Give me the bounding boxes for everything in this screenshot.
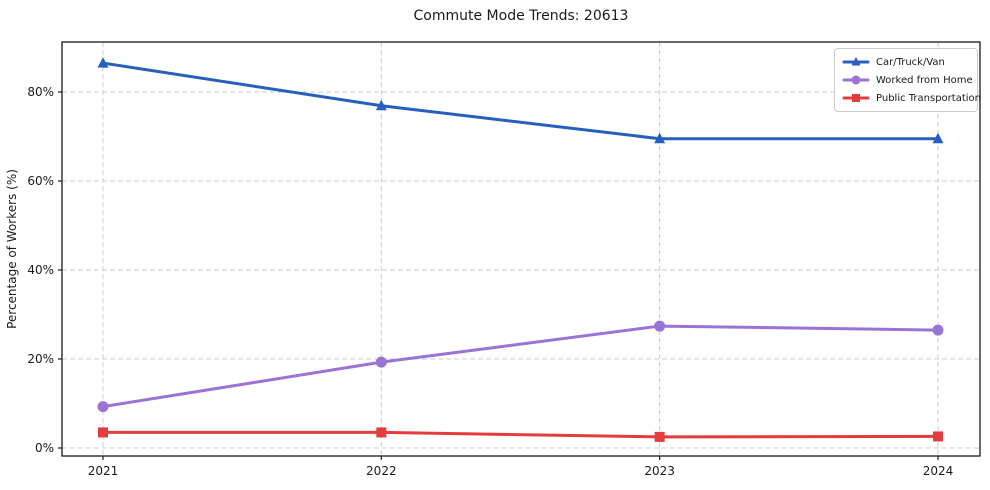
legend-label: Public Transportation xyxy=(876,92,981,104)
legend-item-public-transportation: Public Transportation xyxy=(842,90,981,106)
plot-frame xyxy=(61,41,981,457)
data-point-triangle xyxy=(654,132,666,144)
legend-line-sample xyxy=(842,94,870,102)
series-line xyxy=(101,324,940,409)
legend-item-worked-from-home: Worked from Home xyxy=(842,72,973,88)
data-point-circle xyxy=(97,401,109,413)
series-line xyxy=(101,430,940,439)
data-point-square xyxy=(376,427,387,438)
y-tick-label: 60% xyxy=(27,174,54,188)
chart-title: Commute Mode Trends: 20613 xyxy=(413,8,629,24)
series-line xyxy=(101,61,940,141)
data-point-triangle xyxy=(851,57,861,66)
data-point-circle xyxy=(654,320,666,332)
x-tick-label: 2021 xyxy=(88,464,119,478)
data-point-square xyxy=(852,94,860,102)
y-tick-label: 40% xyxy=(27,263,54,277)
legend: Car/Truck/Van Worked from Home Public Tr… xyxy=(834,48,981,112)
y-tick-label: 20% xyxy=(27,352,54,366)
data-point-triangle xyxy=(375,99,387,111)
y-axis-label: Percentage of Workers (%) xyxy=(5,169,19,329)
data-point-circle xyxy=(375,356,387,368)
legend-line-sample xyxy=(842,75,870,85)
legend-label: Car/Truck/Van xyxy=(876,56,945,68)
x-tick-label: 2023 xyxy=(644,464,675,478)
legend-item-car-truck-van: Car/Truck/Van xyxy=(842,54,970,70)
legend-label: Worked from Home xyxy=(876,74,973,86)
data-point-triangle xyxy=(932,132,944,144)
data-point-circle xyxy=(851,75,861,85)
data-point-square xyxy=(98,427,108,438)
data-point-square xyxy=(654,431,665,442)
y-tick-label: 0% xyxy=(35,441,54,455)
y-tick-label: 80% xyxy=(27,85,54,99)
x-tick-label: 2022 xyxy=(366,464,397,478)
data-point-square xyxy=(932,431,943,442)
data-point-triangle xyxy=(97,57,109,68)
x-tick-label: 2024 xyxy=(923,464,954,478)
data-point-circle xyxy=(932,324,944,336)
legend-line-sample xyxy=(842,57,870,66)
